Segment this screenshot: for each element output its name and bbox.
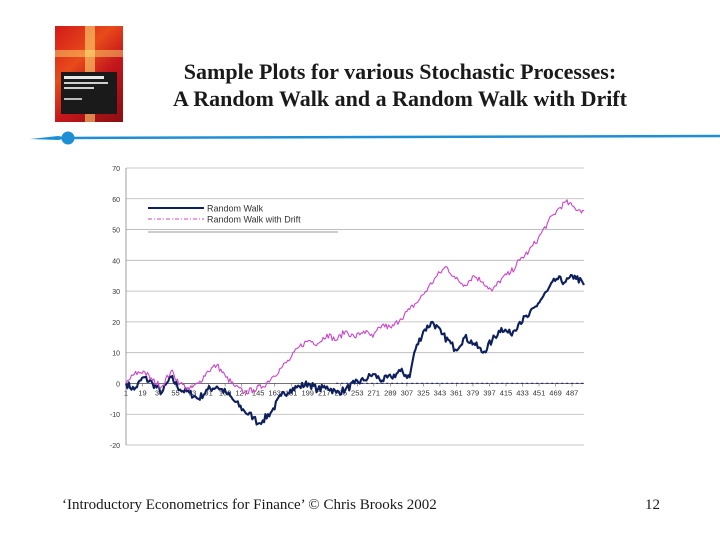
- x-tick-label: 253: [351, 388, 364, 397]
- x-tick-label: 307: [401, 388, 414, 397]
- x-tick-label: 55: [171, 388, 179, 397]
- slide-title: Sample Plots for various Stochastic Proc…: [110, 58, 690, 112]
- legend-label: Random Walk with Drift: [207, 215, 301, 225]
- x-tick-label: 199: [301, 388, 314, 397]
- x-tick-label: 127: [235, 388, 248, 397]
- x-tick-label: 469: [549, 388, 562, 397]
- y-tick-label: 30: [112, 289, 120, 296]
- y-tick-label: 10: [112, 351, 120, 358]
- x-tick-label: 487: [566, 388, 579, 397]
- y-tick-label: -20: [110, 443, 120, 450]
- x-tick-label: 397: [483, 388, 496, 397]
- x-tick-label: 217: [318, 388, 331, 397]
- x-tick-label: 37: [155, 388, 163, 397]
- slide-title-line2: A Random Walk and a Random Walk with Dri…: [173, 86, 627, 111]
- x-tick-label: 1: [124, 388, 128, 397]
- y-tick-label: 70: [112, 166, 120, 173]
- x-tick-label: 163: [268, 388, 281, 397]
- x-tick-label: 145: [252, 388, 265, 397]
- book-cover-image: [55, 26, 123, 122]
- series-line-2: [125, 199, 585, 395]
- x-tick-label: 325: [417, 388, 430, 397]
- x-tick-label: 271: [368, 388, 381, 397]
- y-tick-label: 60: [112, 197, 120, 204]
- x-tick-label: 343: [434, 388, 447, 397]
- book-cover-title-band: [61, 72, 117, 114]
- title-rule: [30, 131, 720, 145]
- x-tick-label: 361: [450, 388, 463, 397]
- legend-label: Random Walk: [207, 204, 264, 214]
- y-tick-label: 0: [116, 381, 120, 388]
- y-tick-label: -10: [110, 412, 120, 419]
- page-number: 12: [645, 497, 660, 513]
- book-cover-flare: [55, 50, 123, 57]
- x-tick-label: 451: [533, 388, 546, 397]
- x-tick-label: 289: [384, 388, 397, 397]
- y-tick-label: 40: [112, 258, 120, 265]
- slide-footer: ‘Introductory Econometrics for Finance’ …: [62, 497, 437, 513]
- y-tick-label: 20: [112, 320, 120, 327]
- slide-title-line1: Sample Plots for various Stochastic Proc…: [183, 59, 617, 84]
- y-tick-label: 50: [112, 228, 120, 235]
- x-tick-label: 91: [204, 388, 212, 397]
- series-line-1: [124, 273, 585, 426]
- x-tick-label: 433: [516, 388, 529, 397]
- x-tick-label: 19: [138, 388, 146, 397]
- x-tick-label: 415: [500, 388, 513, 397]
- x-tick-label: 379: [467, 388, 480, 397]
